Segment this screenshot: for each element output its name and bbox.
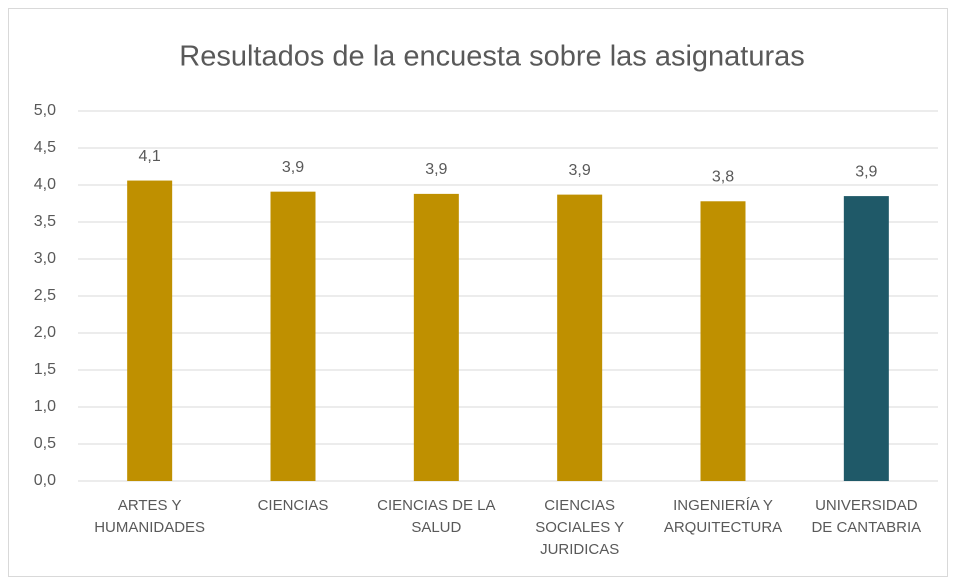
value-label: 3,9 [282, 159, 304, 176]
chart-title: Resultados de la encuesta sobre las asig… [179, 41, 805, 73]
y-tick-label: 5,0 [34, 102, 56, 119]
y-tick-label: 4,0 [34, 176, 56, 193]
bar [843, 196, 889, 481]
bar [127, 180, 173, 481]
bar [700, 201, 746, 481]
y-tick-label: 3,0 [34, 250, 56, 267]
y-tick-label: 2,5 [34, 287, 56, 304]
y-tick-label: 3,5 [34, 213, 56, 230]
y-tick-label: 4,5 [34, 139, 56, 156]
value-label: 4,1 [139, 148, 161, 165]
x-tick-label: UNIVERSIDAD DE CANTABRIA [811, 497, 922, 536]
x-tick-label: ARTES Y HUMANIDADES [94, 497, 206, 536]
y-tick-label: 1,5 [34, 361, 56, 378]
y-tick-label: 0,0 [34, 472, 56, 489]
bar [413, 193, 459, 481]
y-tick-label: 1,0 [34, 398, 56, 415]
bar [557, 194, 603, 481]
value-label: 3,9 [425, 161, 447, 178]
value-label: 3,9 [569, 162, 591, 179]
x-tick-label: CIENCIAS [257, 497, 329, 514]
x-tick-label: CIENCIAS SOCIALES Y JURIDICAS [535, 497, 625, 558]
value-label: 3,8 [712, 168, 734, 185]
value-label: 3,9 [855, 163, 877, 180]
x-tick-label: INGENIERÍA Y ARQUITECTURA [663, 497, 783, 536]
x-tick-label: CIENCIAS DE LA SALUD [377, 497, 496, 536]
y-tick-label: 2,0 [34, 324, 56, 341]
bar [270, 191, 316, 481]
y-tick-label: 0,5 [34, 435, 56, 452]
